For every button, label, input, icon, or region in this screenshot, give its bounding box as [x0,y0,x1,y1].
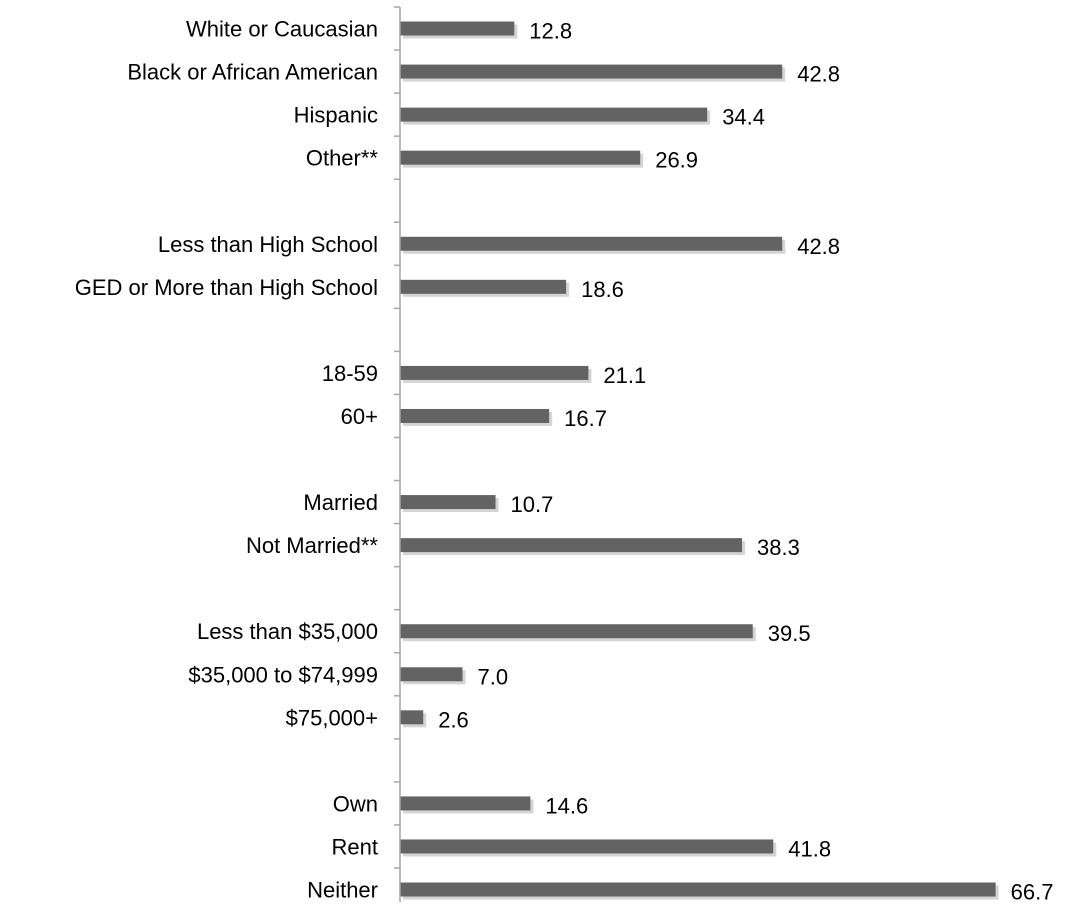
value-label: 12.8 [529,19,572,44]
category-label: $75,000+ [286,705,378,730]
category-label: Rent [332,834,378,859]
bar [400,236,783,251]
category-labels: White or Caucasian Black or African Ameri… [75,17,379,903]
value-label: 42.8 [797,62,840,87]
category-label: Hispanic [294,103,378,128]
bar [400,495,496,510]
category-label: Less than High School [158,232,378,257]
bar [400,667,463,682]
bar [400,64,783,79]
category-label: White or Caucasian [186,17,378,42]
bar [400,21,515,36]
bar [400,839,774,854]
bars [400,21,996,897]
category-label: $35,000 to $74,999 [188,662,378,687]
value-label: 21.1 [603,363,646,388]
value-label: 26.9 [655,148,698,173]
bar [400,150,641,165]
bar [400,882,996,897]
value-label: 34.4 [722,105,765,130]
category-label: 60+ [341,404,378,429]
category-label: Neither [307,878,378,903]
category-label: Not Married** [246,533,378,558]
value-label: 7.0 [478,664,509,689]
category-axis [394,6,401,902]
value-label: 2.6 [438,707,469,732]
value-labels: 12.8 42.8 34.4 26.9 42.8 18.6 21.1 16.7 10.7 38.3… [438,19,1053,905]
value-label: 16.7 [564,406,607,431]
bar [400,365,589,380]
category-label: Black or African American [127,60,378,85]
bar [400,107,708,122]
value-label: 38.3 [757,535,800,560]
category-label: Less than $35,000 [197,619,378,644]
value-label: 66.7 [1011,880,1054,905]
value-label: 41.8 [788,836,831,861]
value-label: 14.6 [545,793,588,818]
bar [400,408,550,423]
value-label: 18.6 [581,277,624,302]
bar [400,279,567,294]
value-label: 39.5 [768,621,811,646]
bar [400,624,753,639]
bar [400,710,424,725]
category-label: Married [303,490,378,515]
bar [400,796,531,811]
bar [400,538,743,553]
category-label: 18-59 [322,361,378,386]
category-label: Own [333,791,378,816]
value-label: 42.8 [797,234,840,259]
value-label: 10.7 [511,492,554,517]
category-label: GED or More than High School [75,275,378,300]
category-label: Other** [306,146,379,171]
